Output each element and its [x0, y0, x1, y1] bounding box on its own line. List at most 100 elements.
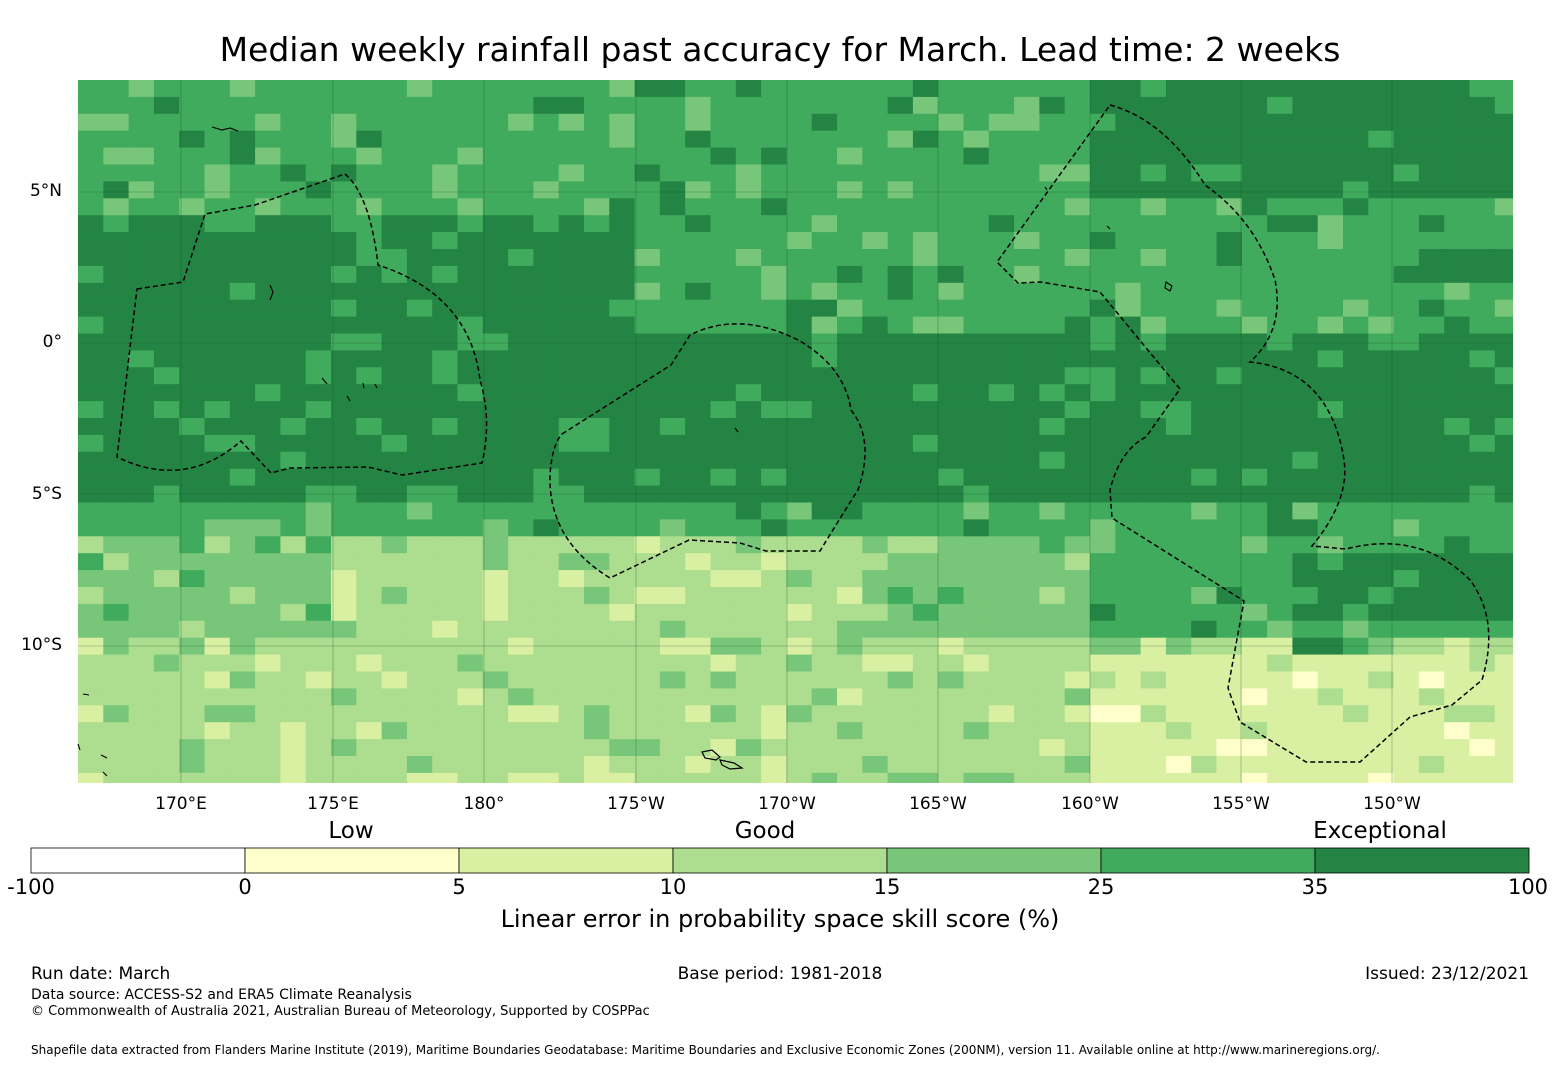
grid-cell — [255, 553, 281, 571]
grid-cell — [786, 418, 813, 436]
grid-cell — [685, 688, 711, 706]
grid-cell — [988, 654, 1015, 672]
grid-cell — [356, 164, 383, 182]
grid-cell — [1014, 96, 1040, 115]
grid-cell — [685, 350, 711, 368]
grid-cell — [406, 96, 433, 115]
grid-cell — [1140, 519, 1167, 537]
grid-cell — [938, 333, 964, 351]
eez-boundary-kiribati-phoenix — [549, 323, 866, 579]
grid-cell — [381, 299, 408, 318]
grid-cell — [1317, 215, 1344, 233]
grid-cell — [1191, 333, 1217, 351]
grid-cell — [457, 637, 484, 656]
grid-cell — [533, 333, 560, 351]
grid-cell — [837, 282, 863, 301]
grid-cell — [356, 401, 383, 419]
grid-cell — [204, 249, 231, 267]
grid-cell — [1393, 401, 1420, 419]
grid-cell — [406, 451, 433, 470]
grid-cell — [584, 536, 610, 554]
grid-cell — [482, 620, 509, 639]
grid-cell — [457, 620, 484, 639]
island-savaii — [719, 759, 744, 770]
grid-cell — [811, 468, 838, 487]
grid-cell — [558, 553, 585, 571]
grid-cell — [659, 468, 686, 487]
grid-cell — [1494, 536, 1513, 554]
grid-cell — [710, 587, 737, 605]
grid-cell — [1064, 502, 1091, 520]
grid-cell — [1444, 739, 1470, 757]
grid-cell — [1418, 536, 1445, 554]
grid-cell — [103, 113, 130, 132]
grid-cell — [482, 198, 509, 216]
grid-cell — [482, 333, 509, 351]
grid-cell — [558, 282, 585, 301]
grid-cell — [179, 553, 205, 571]
grid-cell — [735, 418, 762, 436]
grid-cell — [609, 367, 636, 385]
grid-cell — [862, 637, 889, 656]
grid-cell — [811, 80, 838, 98]
grid-cell — [988, 553, 1015, 571]
grid-cell — [457, 536, 484, 554]
grid-cell — [508, 401, 534, 419]
grid-cell — [786, 587, 813, 605]
grid-cell — [331, 536, 357, 554]
grid-cell — [811, 553, 838, 571]
grid-cell — [1191, 384, 1217, 402]
grid-cell — [1393, 418, 1420, 436]
grid-cell — [1064, 367, 1091, 385]
grid-cell — [912, 451, 939, 470]
grid-cell — [685, 299, 711, 318]
grid-cell — [128, 418, 155, 436]
grid-cell — [837, 80, 863, 98]
grid-cell — [1292, 80, 1319, 98]
grid-cell — [963, 265, 990, 284]
grid-cell — [761, 722, 787, 740]
grid-cell — [280, 637, 307, 656]
grid-cell — [1014, 688, 1040, 706]
grid-cell — [558, 620, 585, 639]
grid-cell — [938, 215, 964, 233]
grid-cell — [1241, 164, 1268, 182]
grid-cell — [1368, 265, 1395, 284]
grid-cell — [887, 468, 914, 487]
grid-cell — [1343, 739, 1369, 757]
grid-cell — [988, 316, 1015, 334]
grid-cell — [1418, 282, 1445, 301]
grid-cell — [432, 739, 458, 757]
grid-cell — [1292, 265, 1319, 284]
grid-cell — [659, 637, 686, 656]
grid-cell — [710, 722, 737, 740]
grid-cell — [457, 722, 484, 740]
grid-cell — [1317, 181, 1344, 199]
grid-cell — [229, 130, 256, 149]
grid-cell — [1317, 739, 1344, 757]
grid-cell — [1165, 164, 1192, 182]
grid-cell — [1165, 451, 1192, 470]
grid-cell — [482, 756, 509, 774]
grid-cell — [179, 705, 205, 723]
grid-cell — [1292, 620, 1319, 639]
grid-cell — [1393, 451, 1420, 470]
grid-cell — [912, 637, 939, 656]
grid-cell — [128, 705, 155, 723]
grid-cell — [786, 620, 813, 639]
grid-cell — [1064, 654, 1091, 672]
grid-cell — [558, 147, 585, 165]
grid-cell — [710, 232, 737, 250]
grid-cell — [482, 299, 509, 318]
grid-cell — [1064, 671, 1091, 689]
grid-cell — [735, 181, 762, 199]
grid-cell — [1418, 418, 1445, 436]
grid-cell — [1469, 587, 1496, 605]
grid-cell — [229, 164, 256, 182]
grid-cell — [103, 401, 130, 419]
grid-cell — [1064, 451, 1091, 470]
grid-cell — [508, 587, 534, 605]
grid-cell — [1115, 587, 1142, 605]
grid-cell — [204, 265, 231, 284]
grid-cell — [1191, 654, 1217, 672]
